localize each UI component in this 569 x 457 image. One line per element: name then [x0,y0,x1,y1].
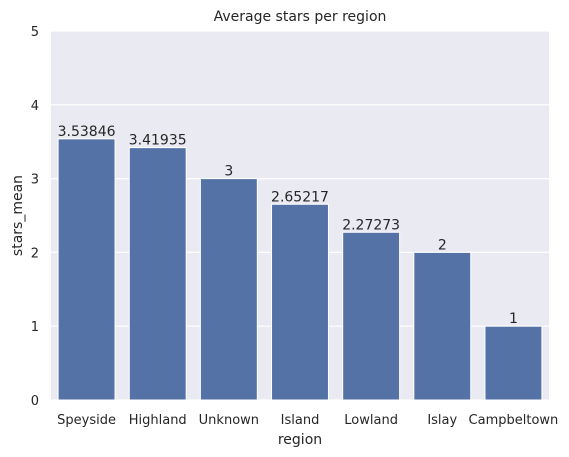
data-label: 3 [224,164,233,180]
data-labels: 3.53846 3.41935 3 2.65217 2.27273 2 1 [58,124,518,327]
y-axis-ticks: 0 1 2 3 4 5 [31,25,39,409]
x-tick-label: Islay [427,413,457,428]
y-tick-label: 5 [31,25,39,40]
bar-islay [413,251,472,401]
y-tick-label: 0 [31,394,39,409]
x-tick-label: Island [281,413,320,428]
data-label: 2 [438,237,447,253]
bar-speyside [57,138,116,401]
y-tick-label: 3 [31,173,39,188]
y-tick-label: 1 [31,320,39,335]
y-tick-label: 2 [31,246,39,261]
data-label: 3.53846 [58,124,116,140]
bar-island [271,203,329,401]
bar-campbeltown [484,325,543,401]
data-label: 1 [509,311,518,327]
x-axis-label: region [278,432,322,448]
data-label: 3.41935 [129,133,187,149]
data-label: 2.27273 [342,217,400,233]
bar-highland [128,147,187,401]
x-tick-label: Campbeltown [469,413,559,428]
bars [57,138,543,401]
bar-lowland [342,231,401,401]
bar-unknown [199,178,258,401]
x-tick-label: Lowland [344,413,398,428]
data-label: 2.65217 [271,189,329,205]
x-tick-label: Unknown [199,413,259,428]
x-tick-label: Speyside [57,413,116,428]
y-tick-label: 4 [31,99,39,114]
x-tick-label: Highland [129,413,187,428]
y-axis-label: stars_mean [10,175,26,256]
chart-title: Average stars per region [214,9,387,25]
x-axis-ticks: Speyside Highland Unknown Island Lowland Isla… [57,413,558,428]
